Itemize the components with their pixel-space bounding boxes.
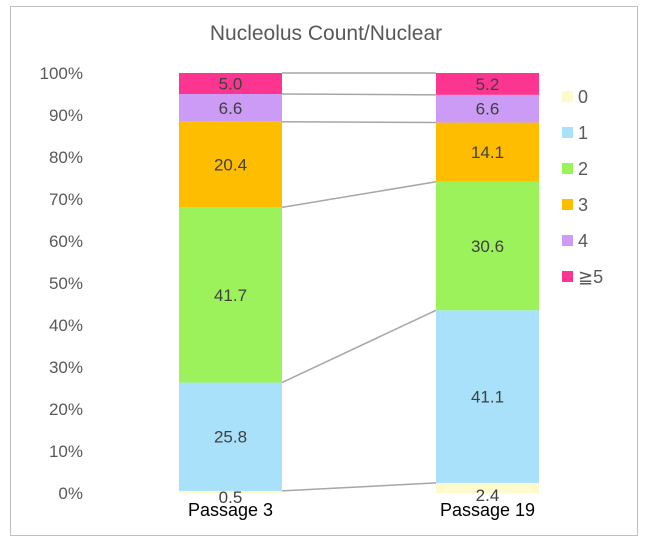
data-label: 6.6 xyxy=(476,100,500,119)
bar-segment xyxy=(179,490,282,493)
data-label: 41.1 xyxy=(471,388,504,407)
data-label: 41.7 xyxy=(214,286,247,305)
data-label: 30.6 xyxy=(471,237,504,256)
y-tick-label: 80% xyxy=(49,148,83,167)
chart-frame: Nucleolus Count/Nuclear 0% 10% 20% 30% 40% 50… xyxy=(10,6,638,536)
data-label: 5.2 xyxy=(476,75,500,94)
data-label: 14.1 xyxy=(471,143,504,162)
data-label: 2.4 xyxy=(476,486,500,505)
data-label: 20.4 xyxy=(214,156,247,175)
legend-label: 1 xyxy=(578,123,588,143)
legend-label: 2 xyxy=(578,159,588,179)
y-axis: 0% 10% 20% 30% 40% 50% 60% 70% 80% 90% 100% xyxy=(40,64,83,503)
series-line xyxy=(281,181,437,209)
y-tick-label: 90% xyxy=(49,106,83,125)
bars xyxy=(179,73,539,493)
bar-segment xyxy=(436,181,539,311)
legend-swatch xyxy=(562,91,573,102)
legend-swatch xyxy=(562,127,573,138)
data-label: 25.8 xyxy=(214,428,247,447)
y-tick-label: 50% xyxy=(49,274,83,293)
bar-segment xyxy=(179,73,282,94)
bar-segment xyxy=(179,382,282,491)
category-label: Passage 3 xyxy=(188,500,273,520)
series-line xyxy=(281,120,437,124)
y-tick-label: 100% xyxy=(40,64,83,83)
bar-segment xyxy=(179,94,282,122)
legend: 0 1 2 3 4 ≧5 xyxy=(562,87,603,287)
category-label: Passage 19 xyxy=(440,500,535,520)
bar-segment xyxy=(179,121,282,208)
data-label: 0.5 xyxy=(219,488,243,507)
bar-segment xyxy=(436,94,539,123)
data-label: 6.6 xyxy=(219,99,243,118)
bar-segment xyxy=(436,482,539,493)
legend-label: 4 xyxy=(578,231,588,251)
x-axis: Passage 3 Passage 19 xyxy=(188,500,535,520)
legend-swatch xyxy=(562,271,573,282)
chart-title: Nucleolus Count/Nuclear xyxy=(210,22,442,45)
bar-segment xyxy=(436,73,539,95)
series-line xyxy=(281,309,437,384)
data-label: 5.0 xyxy=(219,75,243,94)
y-tick-label: 10% xyxy=(49,442,83,461)
legend-swatch xyxy=(562,163,573,174)
legend-swatch xyxy=(562,199,573,210)
y-tick-label: 60% xyxy=(49,232,83,251)
series-lines xyxy=(281,72,437,492)
y-tick-label: 30% xyxy=(49,358,83,377)
bar-segment xyxy=(436,122,539,182)
series-line xyxy=(281,93,437,96)
bar-segment xyxy=(436,310,539,483)
legend-label: 0 xyxy=(578,87,588,107)
data-labels: 0.5 2.4 25.8 41.1 41.7 30.6 20.4 14.1 6.6 6.6 5.0 5… xyxy=(214,75,504,508)
legend-label: ≧5 xyxy=(578,267,603,287)
stacked-bar-chart: Nucleolus Count/Nuclear 0% 10% 20% 30% 40% 50… xyxy=(40,22,604,520)
bar-segment xyxy=(179,207,282,383)
series-line xyxy=(281,482,437,492)
y-tick-label: 0% xyxy=(58,484,83,503)
legend-swatch xyxy=(562,235,573,246)
y-tick-label: 70% xyxy=(49,190,83,209)
y-tick-label: 40% xyxy=(49,316,83,335)
legend-label: 3 xyxy=(578,195,588,215)
y-tick-label: 20% xyxy=(49,400,83,419)
